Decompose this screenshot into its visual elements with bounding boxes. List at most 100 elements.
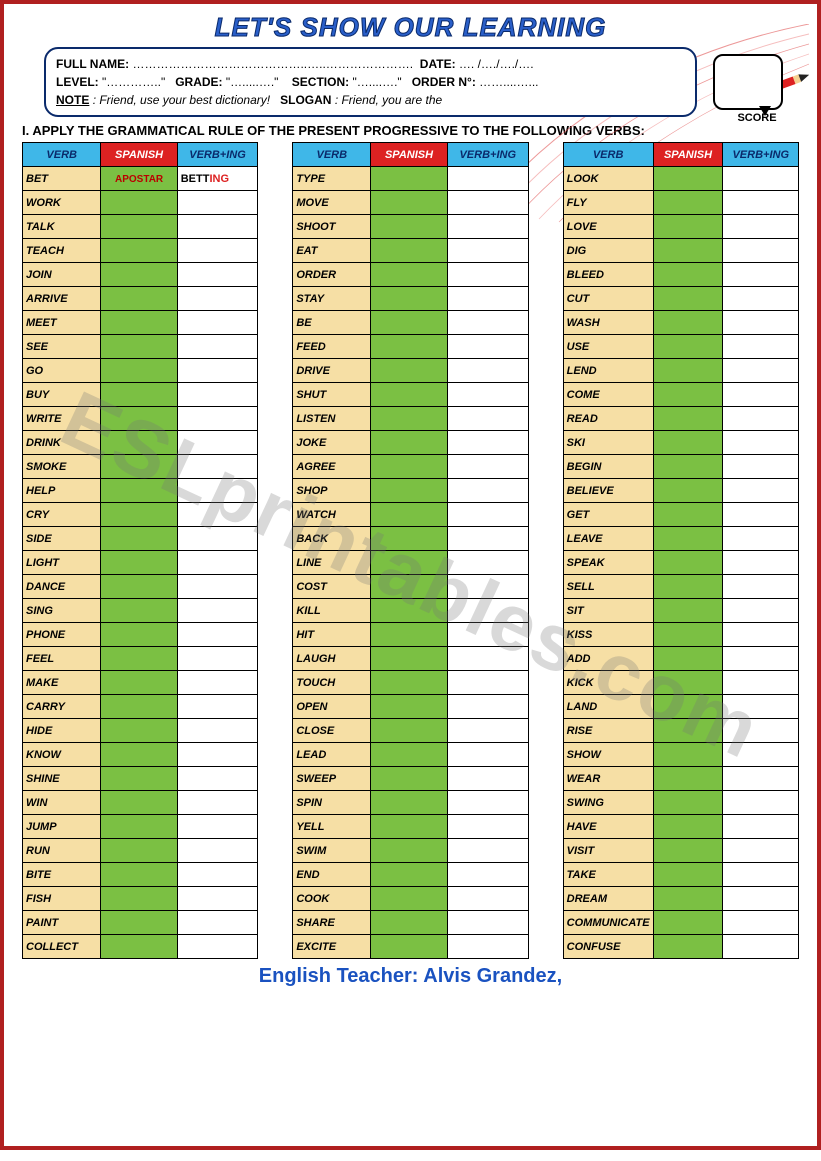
ing-cell[interactable] xyxy=(177,575,258,599)
spanish-cell[interactable] xyxy=(101,335,177,359)
ing-cell[interactable] xyxy=(177,791,258,815)
ing-cell[interactable] xyxy=(723,479,799,503)
ing-cell[interactable] xyxy=(723,311,799,335)
spanish-cell[interactable] xyxy=(653,455,723,479)
spanish-cell[interactable] xyxy=(101,407,177,431)
ing-cell[interactable] xyxy=(447,503,528,527)
ing-cell[interactable] xyxy=(177,287,258,311)
ing-cell[interactable] xyxy=(723,671,799,695)
ing-cell[interactable] xyxy=(177,743,258,767)
spanish-cell[interactable] xyxy=(371,455,448,479)
ing-cell[interactable] xyxy=(447,311,528,335)
spanish-cell[interactable] xyxy=(653,551,723,575)
ing-cell[interactable] xyxy=(177,935,258,959)
ing-cell[interactable] xyxy=(723,695,799,719)
spanish-cell[interactable] xyxy=(101,935,177,959)
ing-cell[interactable] xyxy=(177,647,258,671)
ing-cell[interactable] xyxy=(177,455,258,479)
ing-cell[interactable] xyxy=(723,503,799,527)
ing-cell[interactable] xyxy=(723,815,799,839)
ing-cell[interactable] xyxy=(447,695,528,719)
ing-cell[interactable] xyxy=(723,407,799,431)
spanish-cell[interactable] xyxy=(371,239,448,263)
spanish-cell[interactable] xyxy=(653,911,723,935)
ing-cell[interactable] xyxy=(177,479,258,503)
spanish-cell[interactable] xyxy=(371,791,448,815)
spanish-cell[interactable] xyxy=(653,311,723,335)
ing-cell[interactable] xyxy=(177,767,258,791)
spanish-cell[interactable] xyxy=(653,887,723,911)
spanish-cell[interactable] xyxy=(653,599,723,623)
ing-cell[interactable] xyxy=(723,887,799,911)
spanish-cell[interactable] xyxy=(101,599,177,623)
ing-cell[interactable] xyxy=(177,527,258,551)
ing-cell[interactable] xyxy=(447,479,528,503)
spanish-cell[interactable] xyxy=(653,743,723,767)
ing-cell[interactable] xyxy=(447,263,528,287)
ing-cell[interactable] xyxy=(447,575,528,599)
spanish-cell[interactable] xyxy=(371,503,448,527)
spanish-cell[interactable] xyxy=(653,695,723,719)
spanish-cell[interactable] xyxy=(653,215,723,239)
spanish-cell[interactable] xyxy=(653,287,723,311)
ing-cell[interactable] xyxy=(177,815,258,839)
spanish-cell[interactable] xyxy=(371,695,448,719)
spanish-cell[interactable] xyxy=(653,479,723,503)
spanish-cell[interactable] xyxy=(101,839,177,863)
ing-cell[interactable] xyxy=(723,743,799,767)
ing-cell[interactable] xyxy=(723,911,799,935)
ing-cell[interactable] xyxy=(447,839,528,863)
spanish-cell[interactable] xyxy=(653,767,723,791)
spanish-cell[interactable] xyxy=(101,215,177,239)
spanish-cell[interactable] xyxy=(371,743,448,767)
spanish-cell[interactable] xyxy=(101,383,177,407)
order-dots[interactable]: ……....…... xyxy=(479,75,538,89)
spanish-cell[interactable] xyxy=(371,911,448,935)
spanish-cell[interactable] xyxy=(371,359,448,383)
ing-cell[interactable] xyxy=(723,767,799,791)
spanish-cell[interactable] xyxy=(371,191,448,215)
spanish-cell[interactable] xyxy=(653,239,723,263)
spanish-cell[interactable] xyxy=(101,911,177,935)
spanish-cell[interactable] xyxy=(101,863,177,887)
ing-cell[interactable] xyxy=(723,719,799,743)
spanish-cell[interactable] xyxy=(653,263,723,287)
spanish-cell[interactable] xyxy=(371,671,448,695)
ing-cell[interactable] xyxy=(723,647,799,671)
spanish-cell[interactable] xyxy=(101,287,177,311)
spanish-cell[interactable]: APOSTAR xyxy=(101,167,177,191)
spanish-cell[interactable] xyxy=(653,815,723,839)
ing-cell[interactable] xyxy=(447,647,528,671)
ing-cell[interactable] xyxy=(177,695,258,719)
level-dots[interactable]: "………….." xyxy=(102,75,165,89)
spanish-cell[interactable] xyxy=(101,719,177,743)
spanish-cell[interactable] xyxy=(101,575,177,599)
spanish-cell[interactable] xyxy=(101,431,177,455)
ing-cell[interactable]: BETTING xyxy=(177,167,258,191)
ing-cell[interactable] xyxy=(447,743,528,767)
ing-cell[interactable] xyxy=(723,839,799,863)
ing-cell[interactable] xyxy=(447,167,528,191)
spanish-cell[interactable] xyxy=(653,167,723,191)
spanish-cell[interactable] xyxy=(371,383,448,407)
spanish-cell[interactable] xyxy=(101,815,177,839)
ing-cell[interactable] xyxy=(723,359,799,383)
ing-cell[interactable] xyxy=(177,671,258,695)
ing-cell[interactable] xyxy=(723,575,799,599)
spanish-cell[interactable] xyxy=(371,767,448,791)
spanish-cell[interactable] xyxy=(653,383,723,407)
ing-cell[interactable] xyxy=(177,911,258,935)
ing-cell[interactable] xyxy=(177,215,258,239)
spanish-cell[interactable] xyxy=(653,671,723,695)
spanish-cell[interactable] xyxy=(371,647,448,671)
ing-cell[interactable] xyxy=(177,263,258,287)
ing-cell[interactable] xyxy=(723,287,799,311)
ing-cell[interactable] xyxy=(723,935,799,959)
spanish-cell[interactable] xyxy=(101,527,177,551)
ing-cell[interactable] xyxy=(723,263,799,287)
ing-cell[interactable] xyxy=(723,191,799,215)
ing-cell[interactable] xyxy=(447,671,528,695)
ing-cell[interactable] xyxy=(447,455,528,479)
spanish-cell[interactable] xyxy=(653,791,723,815)
spanish-cell[interactable] xyxy=(653,623,723,647)
